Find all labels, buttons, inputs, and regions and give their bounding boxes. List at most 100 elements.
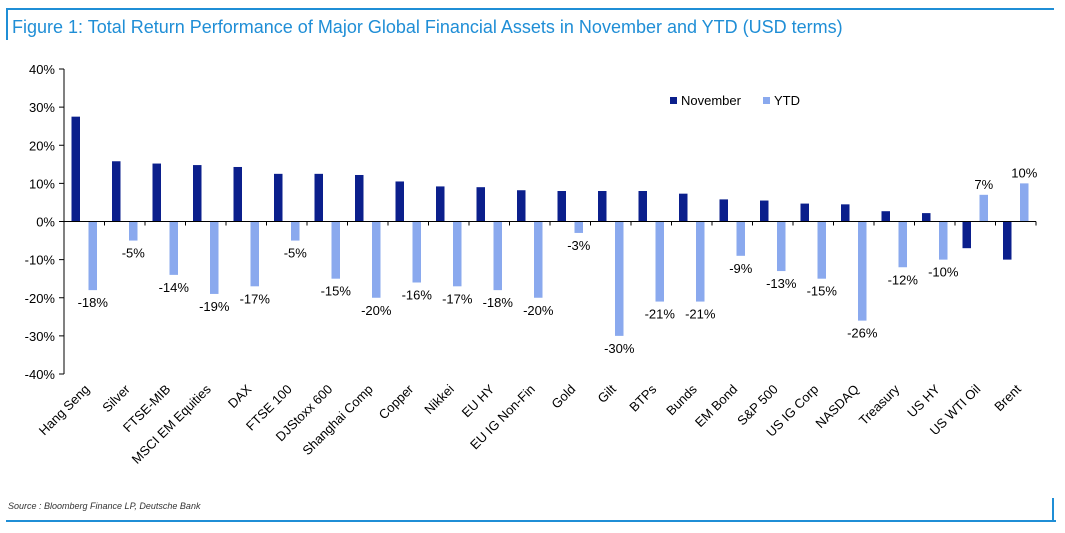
ytd-bar: [696, 221, 705, 302]
ytd-data-label: -20%: [523, 303, 554, 318]
x-category-label: US HY: [904, 381, 943, 420]
frame-left-border: [6, 8, 8, 40]
ytd-bar: [1020, 183, 1029, 222]
november-bar: [314, 173, 323, 222]
x-category-label: BTPs: [626, 381, 659, 414]
x-category-label: DAX: [225, 381, 255, 411]
ytd-bar: [615, 221, 624, 336]
ytd-bar: [979, 194, 988, 222]
y-tick-label: 10%: [29, 176, 55, 191]
source-note: Source : Bloomberg Finance LP, Deutsche …: [8, 501, 201, 511]
frame-bottom-border: [6, 520, 1056, 522]
y-tick-label: 30%: [29, 100, 55, 115]
november-bar: [152, 163, 161, 222]
ytd-bar: [534, 221, 543, 298]
ytd-data-label: -19%: [199, 299, 230, 314]
ytd-bar: [331, 221, 340, 279]
legend: November YTD: [670, 93, 800, 108]
legend-label-november: November: [681, 93, 742, 108]
november-bar: [233, 166, 242, 222]
ytd-bar: [250, 221, 259, 287]
ytd-data-label: -21%: [685, 307, 716, 322]
ytd-bar: [655, 221, 664, 302]
ytd-bar: [453, 221, 462, 287]
november-bar: [476, 187, 485, 222]
november-bar: [274, 173, 283, 222]
november-bar: [71, 116, 80, 222]
november-bar: [800, 203, 809, 222]
ytd-bar: [88, 221, 97, 291]
y-tick-label: -10%: [25, 253, 56, 268]
legend-swatch-november: [670, 97, 677, 104]
november-bar: [638, 191, 647, 222]
november-bar: [193, 165, 202, 222]
november-bar: [355, 174, 364, 222]
november-bar: [922, 213, 931, 222]
ytd-data-label: -30%: [604, 341, 635, 356]
ytd-data-label: -21%: [645, 307, 676, 322]
ytd-bar: [736, 221, 745, 256]
ytd-bar: [817, 221, 826, 279]
ytd-data-label: -3%: [567, 238, 591, 253]
frame-right-border: [1052, 498, 1054, 522]
ytd-data-label: 7%: [974, 177, 993, 192]
legend-swatch-ytd: [763, 97, 770, 104]
november-bar: [598, 191, 607, 222]
november-bar: [760, 200, 769, 222]
november-bar: [517, 190, 526, 222]
ytd-data-label: -17%: [442, 291, 473, 306]
y-tick-label: 40%: [29, 62, 55, 77]
ytd-data-label: -20%: [361, 303, 392, 318]
ytd-bar: [372, 221, 381, 298]
y-tick-label: -20%: [25, 291, 56, 306]
ytd-bar: [169, 221, 178, 275]
ytd-data-label: -12%: [888, 272, 919, 287]
y-tick-label: 20%: [29, 138, 55, 153]
ytd-bar: [777, 221, 786, 272]
frame-top-border: [6, 8, 1054, 10]
chart-title: Figure 1: Total Return Performance of Ma…: [12, 17, 843, 37]
x-category-label: NASDAQ: [812, 382, 861, 431]
ytd-bar: [129, 221, 138, 241]
ytd-data-label: -5%: [284, 246, 308, 261]
x-category-label: Bunds: [663, 381, 700, 418]
x-category-label: Silver: [99, 381, 133, 415]
ytd-data-label: -16%: [402, 288, 433, 303]
x-category-label: EM Bond: [692, 382, 740, 430]
november-bar: [719, 199, 728, 222]
ytd-bar: [210, 221, 219, 294]
y-axis: 40% 30% 20% 10% 0% -10% -20% -30% -40%: [25, 62, 65, 382]
ytd-data-label: -26%: [847, 326, 878, 341]
y-tick-label: -40%: [25, 367, 56, 382]
x-category-label: Treasury: [856, 381, 903, 428]
ytd-bar: [939, 221, 948, 260]
ytd-bar: [898, 221, 907, 268]
ytd-bar: [291, 221, 300, 241]
ytd-bar: [493, 221, 502, 291]
ytd-data-label: -15%: [321, 284, 352, 299]
ytd-data-label: -14%: [159, 280, 190, 295]
ytd-data-label: -15%: [807, 284, 838, 299]
x-category-label: Copper: [376, 381, 417, 422]
ytd-bar: [858, 221, 867, 321]
data-labels: -18% -5% -14% -19% -17% -5% -15% -20% -16% -17% -1…: [78, 165, 1038, 356]
x-category-label: Shanghai Comp: [299, 382, 376, 459]
y-tick-label: 0%: [36, 215, 55, 230]
x-category-label: Gold: [548, 382, 578, 412]
x-category-label: EU HY: [459, 381, 498, 420]
bars: [71, 116, 1029, 336]
november-bar: [395, 181, 404, 222]
ytd-data-label: -17%: [240, 291, 271, 306]
november-bar: [436, 186, 445, 222]
november-bar: [962, 221, 971, 249]
november-bar: [841, 204, 850, 222]
x-category-label: Nikkei: [421, 381, 457, 417]
x-category-label: Hang Seng: [36, 382, 93, 439]
x-category-label: Gilt: [594, 381, 619, 406]
ytd-data-label: 10%: [1011, 165, 1037, 180]
ytd-data-label: -13%: [766, 276, 797, 291]
ytd-bar: [412, 221, 421, 283]
ytd-data-label: -10%: [928, 265, 959, 280]
ytd-data-label: -18%: [483, 295, 514, 310]
